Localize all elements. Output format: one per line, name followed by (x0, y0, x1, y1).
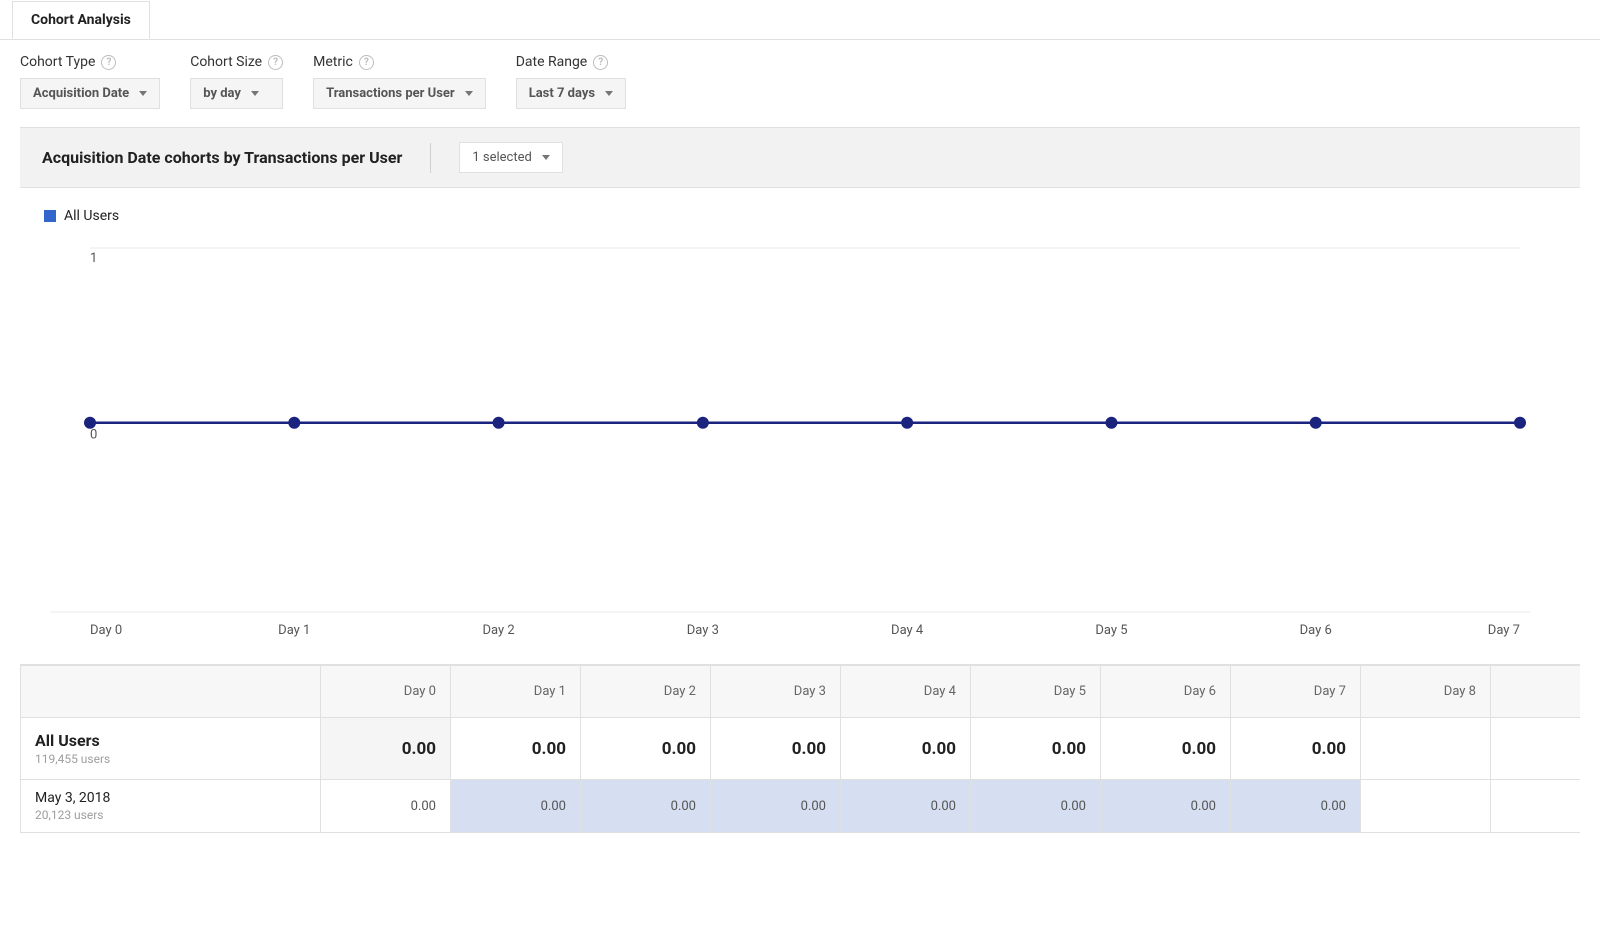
table-cell: 0.00 (581, 780, 711, 833)
legend-label: All Users (64, 208, 119, 224)
chevron-down-icon (542, 155, 550, 160)
divider (430, 143, 431, 173)
chevron-down-icon (465, 91, 473, 96)
chevron-down-icon (251, 91, 259, 96)
chart-area: All Users 1 0 Day 0 Day 1 Day 2 Day 3 Day 4 Day… (20, 202, 1580, 652)
chevron-down-icon (605, 91, 613, 96)
svg-text:Day 3: Day 3 (687, 623, 719, 638)
table-cell: 0.00 (321, 718, 451, 780)
cohort-table-wrap: Day 0Day 1Day 2Day 3Day 4Day 5Day 6Day 7… (20, 664, 1580, 833)
dropdown-value: Transactions per User (326, 86, 455, 101)
label-text: Metric (313, 54, 353, 70)
control-label: Cohort Type ? (20, 54, 160, 70)
metric-dropdown[interactable]: Transactions per User (313, 78, 486, 109)
dropdown-value: Acquisition Date (33, 86, 129, 101)
table-col-header: Day 2 (581, 666, 711, 718)
svg-text:Day 1: Day 1 (278, 623, 310, 638)
help-icon[interactable]: ? (593, 55, 608, 70)
control-date-range: Date Range ? Last 7 days (516, 54, 626, 109)
table-cell: 0.00 (1101, 718, 1231, 780)
svg-text:Day 6: Day 6 (1300, 623, 1332, 638)
label-text: Cohort Size (190, 54, 262, 70)
control-label: Cohort Size ? (190, 54, 283, 70)
table-cell: 0.00 (971, 780, 1101, 833)
table-col-header: Day 3 (711, 666, 841, 718)
subheader: Acquisition Date cohorts by Transactions… (20, 127, 1580, 188)
tab-label: Cohort Analysis (31, 12, 131, 28)
table-cell: 0.00 (451, 718, 581, 780)
chart-legend: All Users (20, 202, 1580, 228)
table-row: May 3, 201820,123 users0.000.000.000.000… (21, 780, 1581, 833)
cohort-table: Day 0Day 1Day 2Day 3Day 4Day 5Day 6Day 7… (20, 665, 1580, 833)
table-cell (1491, 780, 1581, 833)
table-cell (1361, 718, 1491, 780)
line-chart: 1 0 Day 0 Day 1 Day 2 Day 3 Day 4 Day 5 Day 6 Day… (20, 228, 1540, 648)
row-header: May 3, 201820,123 users (21, 780, 321, 833)
table-cell: 0.00 (451, 780, 581, 833)
help-icon[interactable]: ? (268, 55, 283, 70)
dropdown-value: by day (203, 86, 241, 101)
row-header: All Users119,455 users (21, 718, 321, 780)
table-cell: 0.00 (711, 780, 841, 833)
table-col-header: Day 4 (841, 666, 971, 718)
tab-bar: Cohort Analysis (0, 0, 1600, 40)
svg-text:Day 2: Day 2 (482, 623, 514, 638)
control-label: Metric ? (313, 54, 486, 70)
table-cell: 0.00 (581, 718, 711, 780)
table-cell: 0.00 (971, 718, 1101, 780)
controls-row: Cohort Type ? Acquisition Date Cohort Si… (0, 40, 1600, 127)
table-row: All Users119,455 users0.000.000.000.000.… (21, 718, 1581, 780)
label-text: Date Range (516, 54, 588, 70)
help-icon[interactable]: ? (101, 55, 116, 70)
svg-text:Day 0: Day 0 (90, 623, 122, 638)
chart-svg-wrap: 1 0 Day 0 Day 1 Day 2 Day 3 Day 4 Day 5 Day 6 Day… (20, 228, 1580, 652)
table-col-header: Day 1 (451, 666, 581, 718)
legend-swatch (44, 210, 56, 222)
date-range-dropdown[interactable]: Last 7 days (516, 78, 626, 109)
table-cell: 0.00 (1231, 718, 1361, 780)
table-col-header: Day 6 (1101, 666, 1231, 718)
svg-text:0: 0 (90, 428, 97, 443)
selected-dropdown[interactable]: 1 selected (459, 142, 562, 173)
table-col-header: Day 0 (321, 666, 451, 718)
table-col-header: Day 7 (1231, 666, 1361, 718)
svg-text:Day 4: Day 4 (891, 623, 924, 638)
table-cell: 0.00 (841, 718, 971, 780)
dropdown-value: Last 7 days (529, 86, 595, 101)
control-label: Date Range ? (516, 54, 626, 70)
svg-text:1: 1 (90, 251, 97, 266)
table-cell: 0.00 (1231, 780, 1361, 833)
help-icon[interactable]: ? (359, 55, 374, 70)
table-corner (21, 666, 321, 718)
dropdown-value: 1 selected (472, 150, 531, 165)
control-cohort-type: Cohort Type ? Acquisition Date (20, 54, 160, 109)
svg-text:Day 5: Day 5 (1095, 623, 1127, 638)
table-cell: 0.00 (1101, 780, 1231, 833)
cohort-type-dropdown[interactable]: Acquisition Date (20, 78, 160, 109)
label-text: Cohort Type (20, 54, 95, 70)
control-metric: Metric ? Transactions per User (313, 54, 486, 109)
table-col-header: D (1491, 666, 1581, 718)
table-col-header: Day 8 (1361, 666, 1491, 718)
table-cell: 0.00 (711, 718, 841, 780)
control-cohort-size: Cohort Size ? by day (190, 54, 283, 109)
cohort-size-dropdown[interactable]: by day (190, 78, 283, 109)
table-cell (1491, 718, 1581, 780)
table-col-header: Day 5 (971, 666, 1101, 718)
table-cell (1361, 780, 1491, 833)
chevron-down-icon (139, 91, 147, 96)
table-cell: 0.00 (841, 780, 971, 833)
svg-text:Day 7: Day 7 (1488, 623, 1520, 638)
subheader-title: Acquisition Date cohorts by Transactions… (42, 148, 402, 167)
table-cell: 0.00 (321, 780, 451, 833)
tab-cohort-analysis[interactable]: Cohort Analysis (12, 1, 150, 39)
